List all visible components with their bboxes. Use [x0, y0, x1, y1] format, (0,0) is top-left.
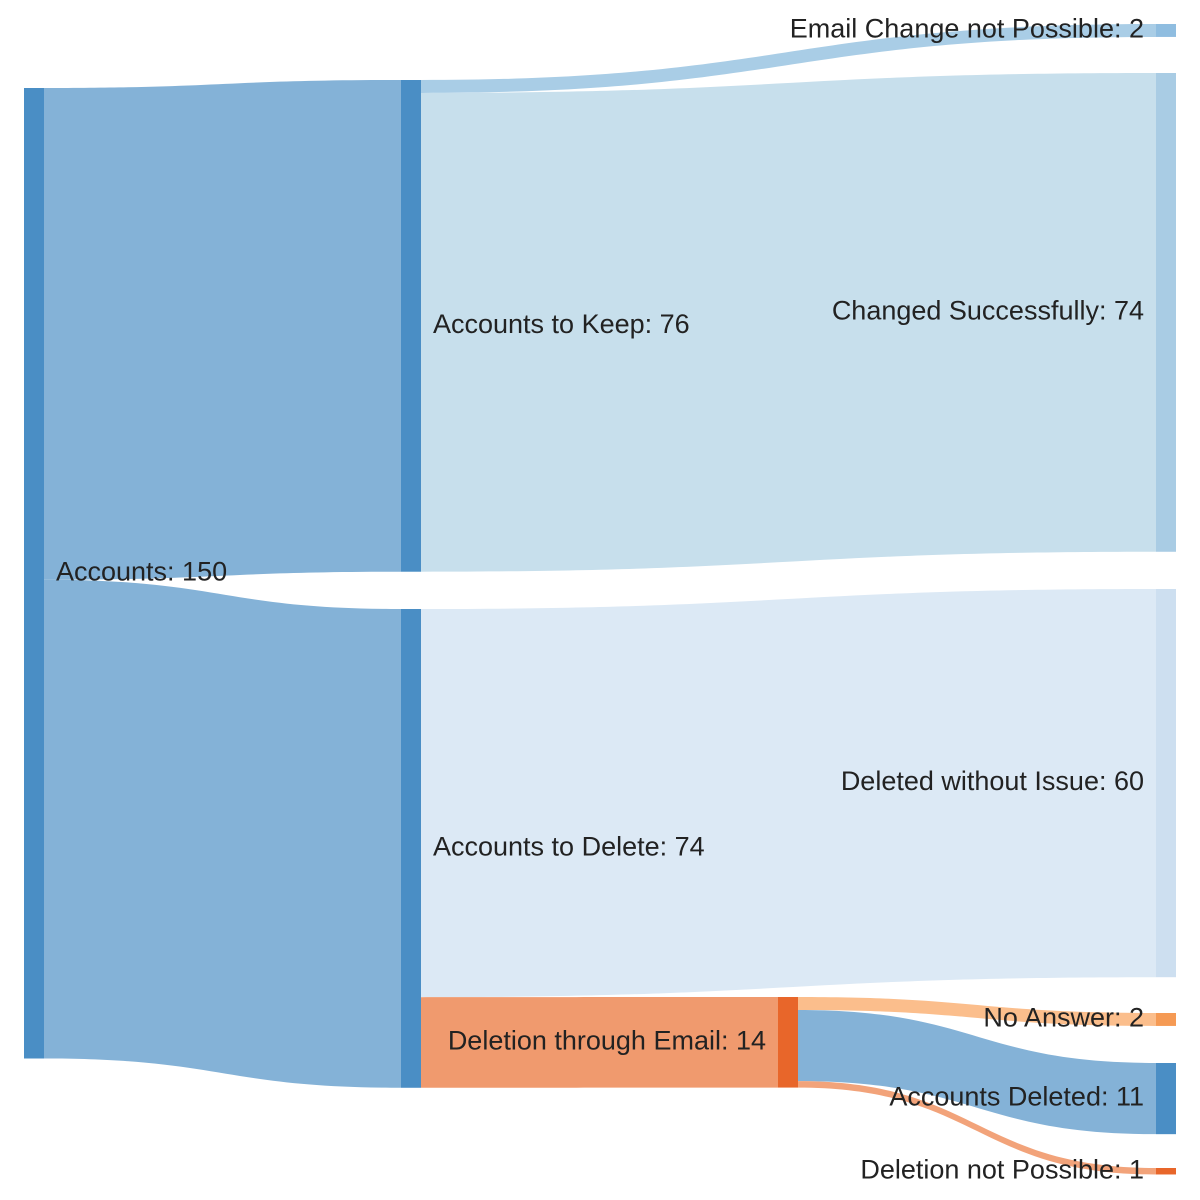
- node-no_answer: [1156, 1013, 1176, 1026]
- link-deletion_email-to-deletion_not_possible: [798, 1081, 1156, 1175]
- node-keep: [401, 80, 421, 572]
- node-label-email_change_not_possible: Email Change not Possible: 2: [790, 14, 1144, 44]
- node-label-deletion_not_possible: Deletion not Possible: 1: [860, 1154, 1144, 1184]
- node-label-accounts_deleted: Accounts Deleted: 11: [889, 1082, 1144, 1112]
- link-keep-to-email_change_not_possible: [421, 24, 1156, 93]
- link-accounts-to-delete: [44, 579, 401, 1088]
- link-delete-to-deleted_without_issue: [421, 589, 1156, 998]
- node-label-no_answer: No Answer: 2: [983, 1003, 1144, 1033]
- node-email_change_not_possible: [1156, 24, 1176, 37]
- link-delete-to-deletion_email: [421, 997, 778, 1088]
- node-label-keep: Accounts to Keep: 76: [433, 309, 690, 339]
- link-accounts-to-keep: [44, 80, 401, 580]
- node-label-changed_successfully: Changed Successfully: 74: [832, 296, 1144, 326]
- node-deletion_not_possible: [1156, 1168, 1176, 1175]
- node-accounts_deleted: [1156, 1063, 1176, 1135]
- node-label-delete: Accounts to Delete: 74: [433, 832, 705, 862]
- sankey-nodes: [24, 24, 1176, 1175]
- node-label-accounts: Accounts: 150: [56, 556, 227, 586]
- link-keep-to-changed_successfully: [421, 73, 1156, 572]
- sankey-labels: Accounts: 150 Accounts to Keep: 76 Account…: [56, 14, 1144, 1185]
- node-delete: [401, 609, 421, 1088]
- link-deletion_email-to-no_answer: [798, 997, 1156, 1026]
- node-deleted_without_issue: [1156, 589, 1176, 978]
- node-accounts: [24, 88, 44, 1059]
- node-label-deleted_without_issue: Deleted without Issue: 60: [841, 766, 1144, 796]
- node-changed_successfully: [1156, 73, 1176, 552]
- node-label-deletion_email: Deletion through Email: 14: [448, 1025, 766, 1055]
- sankey-links: [44, 24, 1156, 1175]
- link-deletion_email-to-accounts_deleted: [798, 1009, 1156, 1135]
- node-deletion_email: [778, 997, 798, 1088]
